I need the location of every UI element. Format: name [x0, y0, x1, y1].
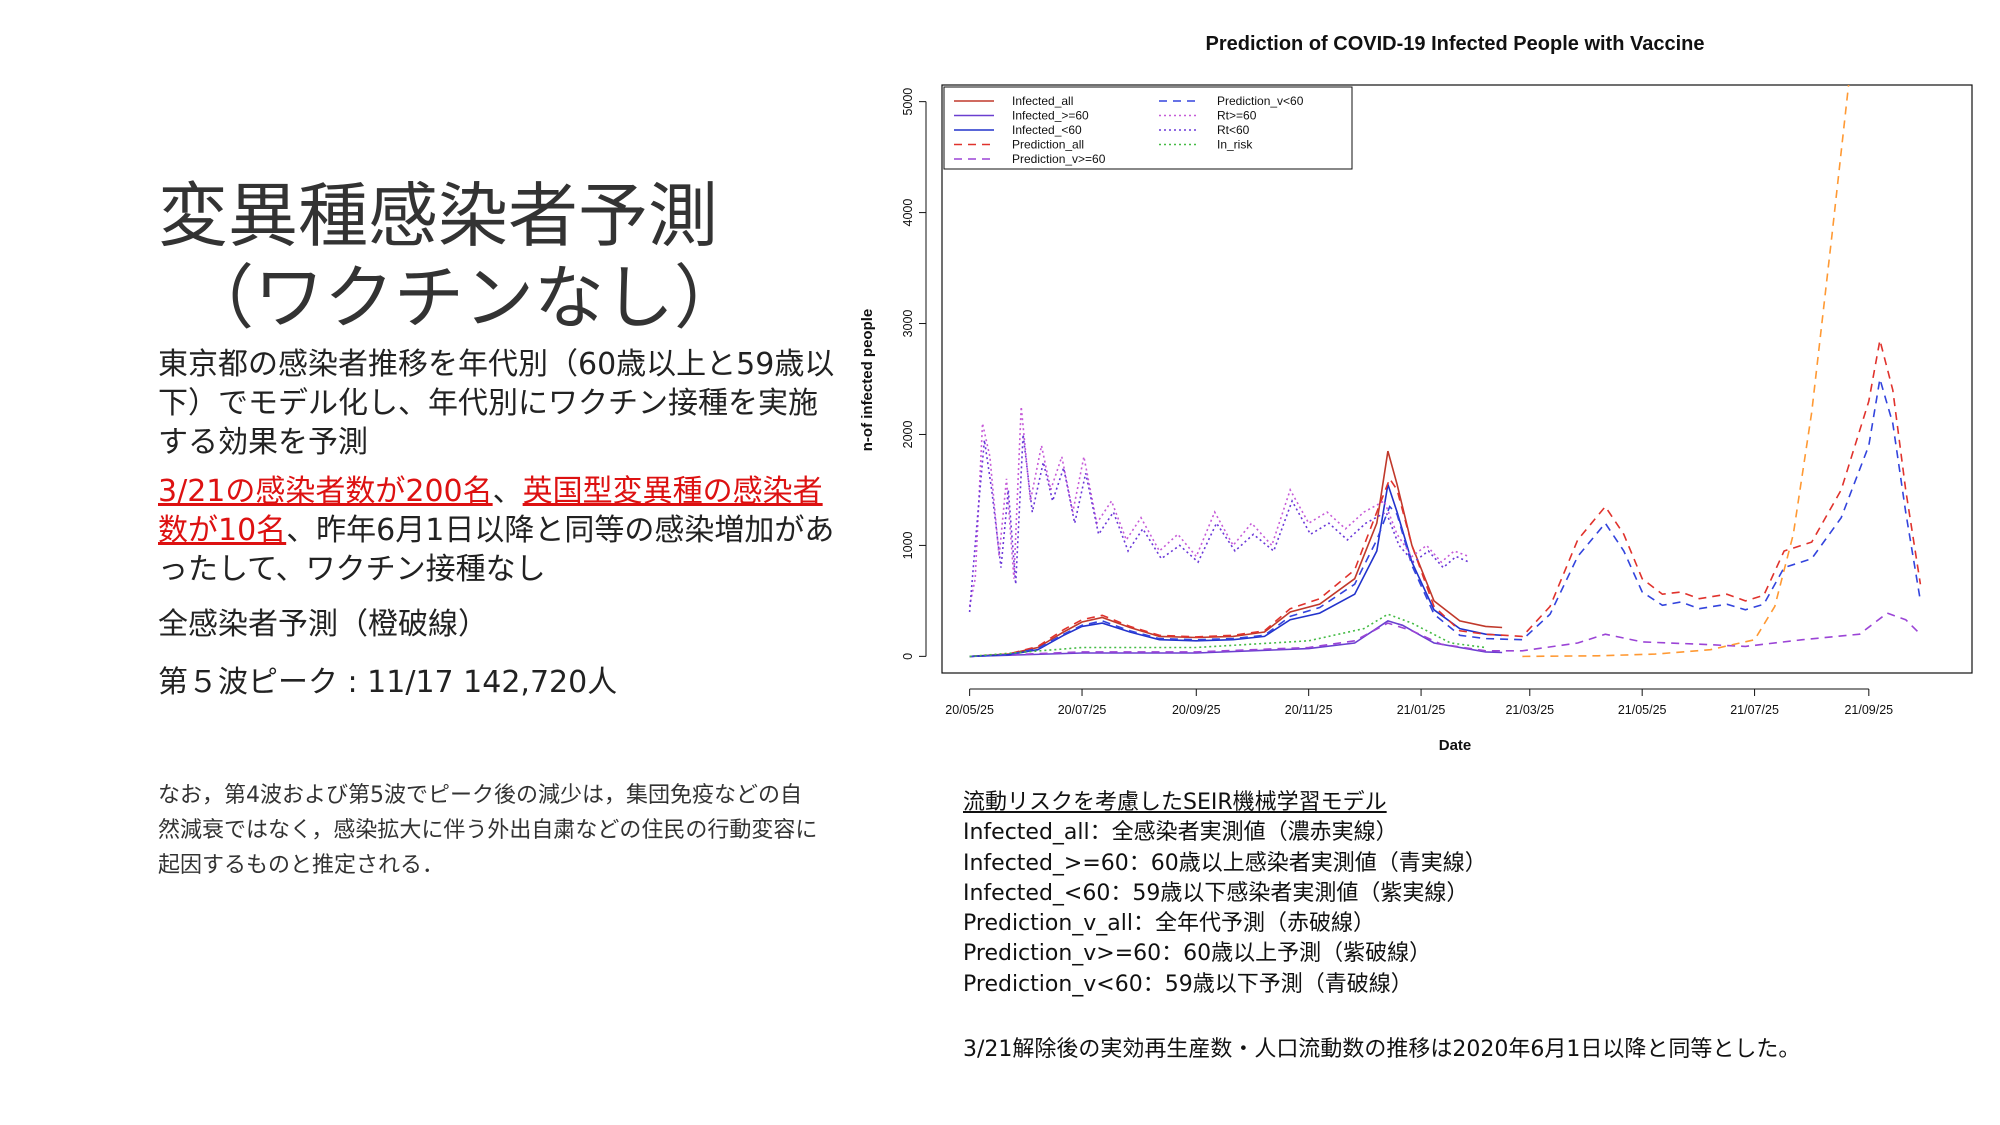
legend-note-line: Infected_all：全感染者実測値（濃赤実線） — [963, 820, 1398, 846]
series-line-prediction-v-60 — [969, 612, 1921, 658]
model-heading: 流動リスクを考慮したSEIR機械学習モデル — [963, 790, 1387, 815]
series-line-prediction-orange — [1522, 85, 1850, 658]
y-axis: 0 1000 2000 3000 4000 5000 — [901, 88, 927, 660]
series-line-prediction-v-60 — [969, 378, 1922, 658]
chart-legend: Infected_allInfected_>=60Infected_<60Pre… — [943, 86, 1353, 170]
separator-text: 、 — [492, 474, 523, 509]
slide-title: 変異種感染者予測 （ワクチンなし） — [158, 175, 744, 339]
title-line-1: 変異種感染者予測 — [158, 175, 718, 257]
y-tick-label: 1000 — [901, 531, 915, 559]
y-tick-label: 0 — [901, 653, 915, 660]
series-line-infected-all — [969, 450, 1503, 658]
decline-note: なお，第4波および第5波でピーク後の減少は，集団免疫などの自然減衰ではなく，感染… — [158, 783, 818, 878]
legend-label: Prediction_v>=60 — [1012, 152, 1106, 166]
chart-title: Prediction of COVID-19 Infected People w… — [1205, 33, 1704, 55]
series-line-prediction-all — [969, 339, 1922, 658]
assumption-paragraph: 3/21の感染者数が200名、英国型変異種の感染者数が10名、昨年6月1日以降と… — [158, 472, 838, 589]
initial-infected-text: 3/21の感染者数が200名 — [158, 474, 493, 509]
legend-note-line: Prediction_v>=60：60歳以上予測（紫破線） — [963, 941, 1432, 967]
fifth-wave-peak: 第５波ピーク : 11/17 142,720人 — [158, 665, 618, 700]
legend-note-line: Prediction_v_all：全年代予測（赤破線） — [963, 911, 1376, 937]
y-tick-label: 3000 — [901, 310, 915, 338]
x-axis-label: Date — [1439, 737, 1472, 754]
x-tick-label: 21/03/25 — [1505, 703, 1554, 717]
legend-label: In_risk — [1217, 138, 1253, 152]
legend-note-line: Prediction_v<60：59歳以下予測（青破線） — [963, 971, 1413, 997]
model-legend-notes: 流動リスクを考慮したSEIR機械学習モデル Infected_all：全感染者実… — [963, 788, 1487, 1000]
covid-prediction-chart: Prediction of COVID-19 Infected People w… — [859, 33, 1973, 754]
orange-line-note: 全感染者予測（橙破線） — [158, 607, 488, 642]
series-layer — [968, 85, 1922, 658]
title-line-2: （ワクチンなし） — [184, 257, 744, 339]
y-tick-label: 2000 — [901, 421, 915, 449]
x-axis: 20/05/25 20/07/25 20/09/25 20/11/25 21/01/25… — [945, 688, 1893, 717]
description-paragraph: 東京都の感染者推移を年代別（60歳以上と59歳以下）でモデル化し、年代別にワクチ… — [158, 347, 835, 460]
y-tick-label: 4000 — [901, 199, 915, 227]
series-line-rt-60 — [968, 406, 1470, 607]
x-tick-label: 20/07/25 — [1058, 703, 1107, 717]
legend-label: Infected_all — [1012, 94, 1073, 108]
x-tick-label: 20/05/25 — [945, 703, 994, 717]
legend-note-line: Infected_>=60：60歳以上感染者実測値（青実線） — [963, 850, 1487, 876]
legend-label: Prediction_all — [1012, 138, 1084, 152]
legend-label: Rt<60 — [1217, 123, 1250, 137]
series-line-in-risk — [969, 613, 1486, 658]
assumption-rest-text: 、昨年6月1日以降と同等の感染増加があったして、ワクチン接種なし — [158, 513, 835, 587]
y-tick-label: 5000 — [901, 88, 915, 116]
legend-label: Infected_>=60 — [1012, 109, 1089, 123]
legend-label: Infected_<60 — [1012, 123, 1082, 137]
x-tick-label: 21/09/25 — [1844, 703, 1893, 717]
series-line-infected-60 — [969, 484, 1503, 658]
series-line-infected-60 — [969, 620, 1503, 658]
x-tick-label: 20/09/25 — [1172, 703, 1221, 717]
legend-note-line: Infected_<60：59歳以下感染者実測値（紫実線） — [963, 880, 1469, 906]
x-tick-label: 21/07/25 — [1730, 703, 1779, 717]
plot-frame — [941, 84, 1973, 674]
footnote: 3/21解除後の実効再生産数・人口流動数の推移は2020年6月1日以降と同等とし… — [963, 1037, 1801, 1062]
legend-box — [943, 86, 1353, 170]
x-tick-label: 21/01/25 — [1397, 703, 1446, 717]
legend-label: Rt>=60 — [1217, 109, 1257, 123]
y-axis-label: n-of infected people — [859, 309, 876, 452]
variant-infected-text: 英国型変異種の感染者数が10名 — [158, 474, 823, 548]
legend-label: Prediction_v<60 — [1217, 94, 1304, 108]
x-tick-label: 20/11/25 — [1285, 703, 1333, 717]
x-tick-label: 21/05/25 — [1618, 703, 1667, 717]
